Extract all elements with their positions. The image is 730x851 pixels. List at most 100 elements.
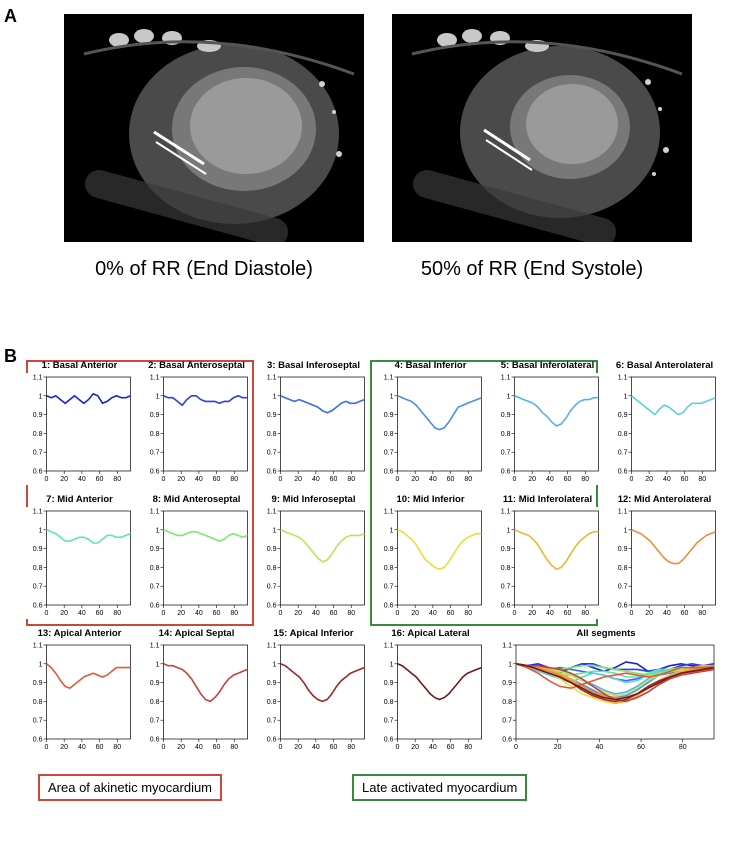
segment-title-13: 13: Apical Anterior: [22, 628, 137, 639]
svg-text:80: 80: [230, 476, 238, 483]
svg-text:0.9: 0.9: [501, 412, 511, 419]
svg-text:0.9: 0.9: [33, 680, 43, 687]
svg-text:0: 0: [396, 744, 400, 751]
svg-text:40: 40: [195, 476, 203, 483]
svg-text:40: 40: [78, 610, 86, 617]
svg-text:0.8: 0.8: [384, 565, 394, 572]
svg-text:0.7: 0.7: [618, 450, 628, 457]
svg-text:0.7: 0.7: [150, 718, 160, 725]
segment-chart-13: 13: Apical Anterior0.60.70.80.911.102040…: [22, 628, 137, 756]
svg-text:0.6: 0.6: [150, 737, 160, 744]
svg-text:1: 1: [273, 661, 277, 668]
svg-text:0: 0: [396, 476, 400, 483]
svg-text:0.9: 0.9: [384, 680, 394, 687]
svg-text:0.9: 0.9: [267, 680, 277, 687]
svg-text:0.7: 0.7: [618, 584, 628, 591]
legend-red: Area of akinetic myocardium: [38, 774, 222, 801]
ct-caption-diastole: 0% of RR (End Diastole): [54, 258, 354, 281]
svg-text:80: 80: [698, 610, 706, 617]
segment-title-2: 2: Basal Anteroseptal: [139, 360, 254, 371]
svg-text:0.7: 0.7: [267, 450, 277, 457]
svg-text:0: 0: [162, 610, 166, 617]
svg-text:0: 0: [513, 610, 517, 617]
svg-text:0.8: 0.8: [33, 431, 43, 438]
svg-text:1.1: 1.1: [502, 643, 512, 650]
svg-text:60: 60: [213, 610, 221, 617]
segment-chart-15: 15: Apical Inferior0.60.70.80.911.102040…: [256, 628, 371, 756]
segment-chart-3: 3: Basal Inferoseptal0.60.70.80.911.1020…: [256, 360, 371, 488]
svg-text:20: 20: [411, 476, 419, 483]
svg-text:0: 0: [45, 744, 49, 751]
panel-a-label: A: [4, 6, 17, 27]
svg-text:0.9: 0.9: [150, 412, 160, 419]
svg-text:60: 60: [564, 476, 572, 483]
svg-text:0.7: 0.7: [384, 584, 394, 591]
svg-text:60: 60: [564, 610, 572, 617]
svg-text:0.6: 0.6: [33, 737, 43, 744]
svg-text:60: 60: [330, 476, 338, 483]
svg-text:60: 60: [96, 610, 104, 617]
svg-text:40: 40: [663, 476, 671, 483]
svg-text:0.8: 0.8: [150, 699, 160, 706]
svg-text:0: 0: [514, 744, 518, 751]
ct-panel: 0% of RR (End Diastole) 50% of RR (End S…: [30, 14, 702, 281]
svg-text:0.8: 0.8: [384, 431, 394, 438]
svg-text:0.7: 0.7: [33, 450, 43, 457]
svg-text:0.9: 0.9: [384, 546, 394, 553]
svg-text:60: 60: [213, 744, 221, 751]
svg-text:0.6: 0.6: [501, 603, 511, 610]
svg-text:1: 1: [507, 393, 511, 400]
svg-text:0: 0: [396, 610, 400, 617]
segment-chart-8: 8: Mid Anteroseptal0.60.70.80.911.102040…: [139, 494, 254, 622]
svg-text:1.1: 1.1: [384, 509, 394, 516]
segment-title-10: 10: Mid Inferior: [373, 494, 488, 505]
segment-title-3: 3: Basal Inferoseptal: [256, 360, 371, 371]
svg-text:1: 1: [156, 393, 160, 400]
segment-title-12: 12: Mid Anterolateral: [607, 494, 722, 505]
svg-text:0.7: 0.7: [384, 718, 394, 725]
svg-text:0: 0: [162, 476, 166, 483]
svg-text:0.7: 0.7: [501, 450, 511, 457]
svg-text:0.6: 0.6: [267, 603, 277, 610]
svg-text:40: 40: [78, 476, 86, 483]
svg-text:1: 1: [624, 393, 628, 400]
svg-text:60: 60: [447, 610, 455, 617]
svg-text:1.1: 1.1: [33, 643, 43, 650]
svg-text:0.8: 0.8: [267, 699, 277, 706]
svg-text:40: 40: [546, 610, 554, 617]
svg-text:0.6: 0.6: [618, 469, 628, 476]
svg-text:20: 20: [411, 744, 419, 751]
svg-text:0.9: 0.9: [618, 546, 628, 553]
svg-text:20: 20: [294, 610, 302, 617]
svg-text:0.6: 0.6: [384, 603, 394, 610]
svg-text:0.8: 0.8: [33, 565, 43, 572]
svg-text:0: 0: [279, 744, 283, 751]
svg-text:20: 20: [60, 744, 68, 751]
svg-text:40: 40: [312, 744, 320, 751]
svg-text:60: 60: [96, 476, 104, 483]
svg-text:0: 0: [630, 476, 634, 483]
svg-text:40: 40: [78, 744, 86, 751]
segment-chart-5: 5: Basal Inferolateral0.60.70.80.911.102…: [490, 360, 605, 488]
svg-text:1.1: 1.1: [33, 375, 43, 382]
svg-text:0.9: 0.9: [33, 546, 43, 553]
svg-text:60: 60: [637, 744, 645, 751]
svg-text:60: 60: [681, 476, 689, 483]
svg-text:0.8: 0.8: [33, 699, 43, 706]
svg-text:0: 0: [630, 610, 634, 617]
legend-green-text: Late activated myocardium: [362, 780, 517, 795]
figure-container: A: [0, 0, 730, 851]
svg-text:0.6: 0.6: [33, 469, 43, 476]
svg-text:60: 60: [681, 610, 689, 617]
all-segments-chart: All segments0.60.70.80.911.1020406080: [490, 628, 722, 756]
svg-text:0.8: 0.8: [501, 565, 511, 572]
svg-text:1.1: 1.1: [150, 375, 160, 382]
svg-text:1: 1: [39, 661, 43, 668]
segment-chart-2: 2: Basal Anteroseptal0.60.70.80.911.1020…: [139, 360, 254, 488]
svg-text:0.8: 0.8: [150, 565, 160, 572]
svg-text:0: 0: [279, 476, 283, 483]
svg-text:20: 20: [294, 476, 302, 483]
svg-text:1: 1: [273, 393, 277, 400]
charts-panel: 1: Basal Anterior0.60.70.80.911.10204060…: [18, 360, 718, 801]
svg-text:0.6: 0.6: [618, 603, 628, 610]
